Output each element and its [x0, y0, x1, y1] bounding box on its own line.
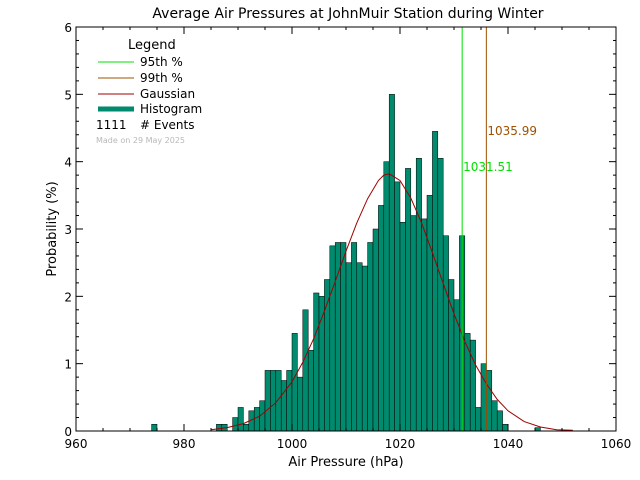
legend-label-gaussian: Gaussian: [140, 87, 195, 101]
percentile-lines: 1031.51 1035.99: [461, 27, 537, 431]
y-tick-label: 1: [64, 358, 72, 372]
histogram-bar: [275, 370, 282, 432]
histogram-bar: [421, 218, 428, 432]
legend-label-95th: 95th %: [140, 55, 183, 69]
percentile-label: 1031.51: [463, 160, 513, 174]
percentile-label: 1035.99: [487, 124, 537, 138]
y-tick-label: 4: [64, 156, 72, 170]
histogram-bar: [351, 242, 358, 432]
y-axis-label: Probability (%): [45, 181, 60, 276]
histogram-bar: [410, 215, 417, 432]
histogram-bar: [264, 370, 271, 432]
made-on-note: Made on 29 May 2025: [96, 136, 185, 145]
gaussian-line: [210, 173, 573, 431]
histogram-bar: [270, 370, 277, 432]
histogram-bar: [216, 424, 223, 432]
y-tick-label: 6: [64, 21, 72, 35]
y-axis-ticks: 0 1 2 3 4 5 6: [64, 21, 616, 439]
histogram-bar: [243, 424, 250, 432]
x-axis-ticks: 960 980 1000 1020 1040 1060: [65, 27, 632, 451]
histogram-bar: [324, 279, 331, 432]
histogram-bar: [405, 168, 412, 432]
histogram-bar: [426, 195, 433, 432]
y-tick-label: 3: [64, 223, 72, 237]
x-tick-label: 960: [65, 437, 88, 451]
legend-label-99th: 99th %: [140, 71, 183, 85]
histogram-bar: [415, 158, 422, 432]
histogram-bar: [378, 205, 385, 432]
histogram-bar: [232, 417, 239, 432]
x-tick-label: 1000: [277, 437, 308, 451]
histogram-bar: [502, 424, 509, 432]
y-tick-label: 5: [64, 88, 72, 102]
histogram-bar: [334, 242, 341, 432]
chart-title: Average Air Pressures at JohnMuir Statio…: [152, 6, 543, 22]
histogram-bar: [534, 427, 541, 432]
legend-label-histogram: Histogram: [140, 102, 202, 116]
y-tick-label: 0: [64, 425, 72, 439]
histogram-bar: [340, 242, 347, 432]
x-tick-label: 980: [173, 437, 196, 451]
histogram-bar: [383, 161, 390, 432]
histogram-bar: [307, 349, 314, 432]
histogram-bar: [475, 407, 482, 432]
x-tick-label: 1060: [601, 437, 632, 451]
histogram-bar: [313, 292, 320, 432]
x-tick-label: 1040: [493, 437, 524, 451]
histogram-bar: [286, 370, 293, 432]
histogram-bar: [237, 407, 244, 432]
x-axis-label: Air Pressure (hPa): [288, 455, 403, 470]
histogram-bar: [480, 363, 487, 432]
histogram-bar: [469, 339, 476, 432]
histogram-bar: [318, 296, 325, 432]
histogram-bar: [297, 376, 304, 432]
histogram-bar: [399, 222, 406, 432]
histogram-bar: [253, 407, 260, 432]
legend-events-count: 1111: [96, 118, 127, 132]
histogram-bars: [151, 94, 541, 432]
histogram-bar: [437, 158, 444, 432]
legend-events-label: # Events: [140, 118, 195, 132]
histogram-bar: [280, 380, 287, 432]
histogram-bar: [361, 265, 368, 432]
histogram-bar: [151, 424, 158, 432]
y-tick-label: 2: [64, 290, 72, 304]
gaussian-curve: [210, 173, 573, 431]
histogram-bar: [388, 94, 395, 432]
legend: Legend 95th % 99th % Gaussian Histogram …: [96, 38, 202, 145]
histogram-bar: [345, 262, 352, 432]
histogram-bar: [394, 181, 401, 432]
histogram-bar: [356, 262, 363, 432]
histogram-bar: [491, 400, 498, 432]
histogram-bar: [486, 370, 493, 432]
x-tick-label: 1020: [385, 437, 416, 451]
histogram-bar: [291, 333, 298, 432]
histogram-bar: [372, 228, 379, 432]
histogram-bar: [302, 309, 309, 432]
histogram-bar: [367, 242, 374, 432]
histogram-bar: [329, 245, 336, 432]
histogram-bar: [496, 410, 503, 432]
histogram-bar: [432, 131, 439, 432]
legend-title: Legend: [128, 38, 176, 53]
histogram-bar: [442, 235, 449, 432]
